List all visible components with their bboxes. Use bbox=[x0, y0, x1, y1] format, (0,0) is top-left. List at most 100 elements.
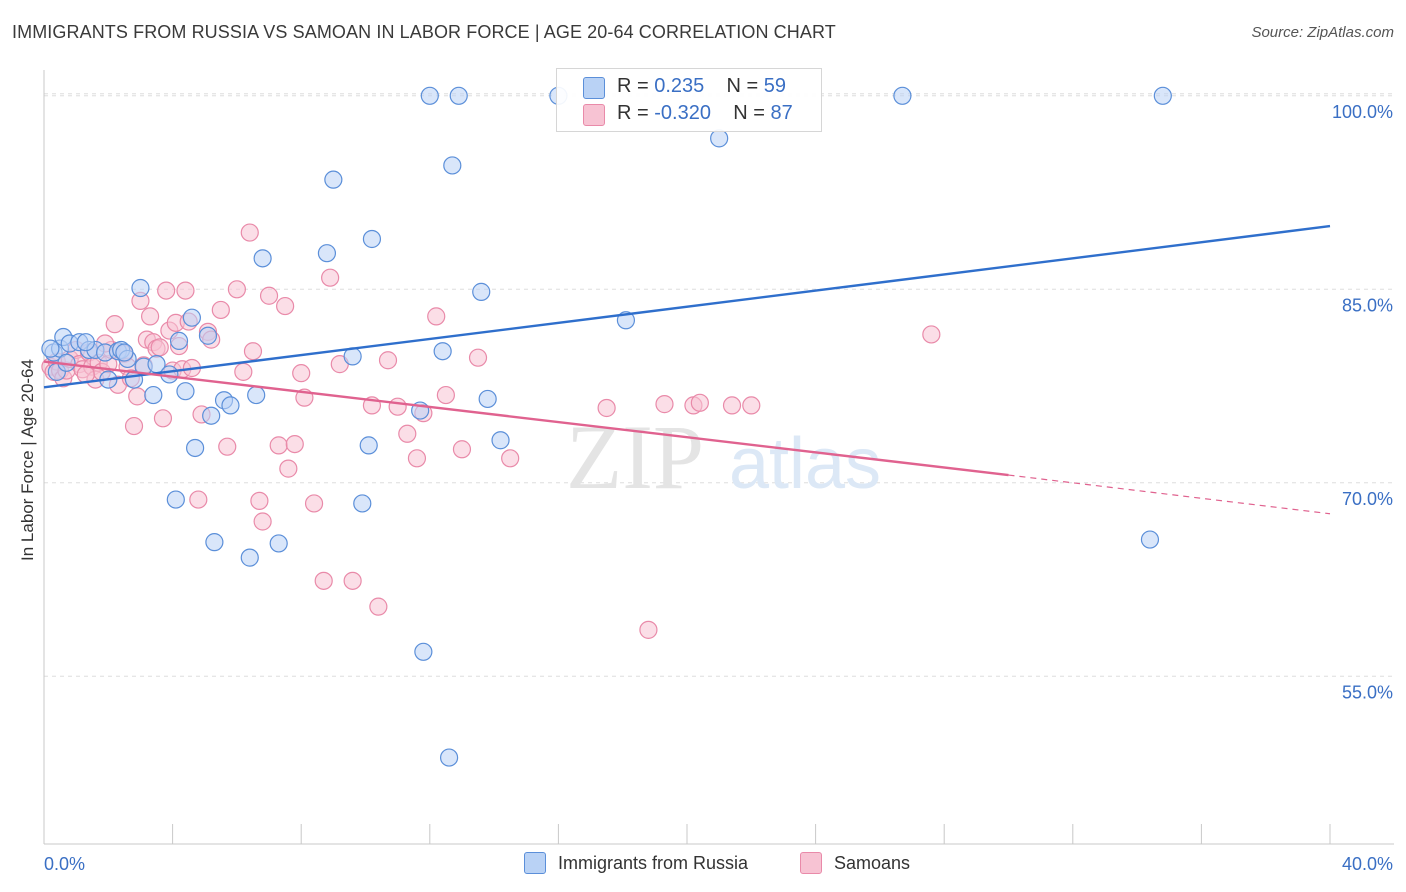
samoans-point bbox=[105, 315, 124, 334]
russia-point bbox=[893, 86, 912, 105]
russia-point bbox=[144, 385, 163, 405]
russia-point bbox=[198, 326, 218, 345]
samoans-point bbox=[150, 338, 169, 357]
russia-point bbox=[169, 331, 189, 350]
chart-title: IMMIGRANTS FROM RUSSIA VS SAMOAN IN LABO… bbox=[12, 22, 836, 42]
russia-point bbox=[478, 389, 497, 409]
legend-n-label: N = bbox=[733, 102, 765, 124]
samoans-point bbox=[153, 409, 173, 428]
samoans-point bbox=[234, 362, 253, 381]
legend-swatch-samoans bbox=[583, 104, 605, 126]
source-label: Source: ZipAtlas.com bbox=[1251, 24, 1394, 41]
samoans-point bbox=[922, 325, 941, 344]
samoans-point bbox=[259, 286, 279, 305]
russia-point bbox=[362, 229, 382, 249]
bottom-legend-russia: Immigrants from Russia bbox=[524, 852, 748, 874]
russia-point bbox=[491, 431, 510, 450]
russia-point bbox=[240, 548, 259, 567]
samoans-point bbox=[690, 393, 709, 412]
russia-point bbox=[247, 385, 266, 405]
samoans-point bbox=[314, 571, 333, 590]
samoans-point bbox=[452, 440, 472, 459]
samoans-point bbox=[407, 449, 427, 468]
samoans-point bbox=[468, 348, 488, 367]
samoans-point bbox=[343, 571, 362, 590]
samoans-point bbox=[157, 281, 176, 300]
russia-point bbox=[221, 396, 240, 415]
samoans-point bbox=[243, 342, 263, 361]
russia-point bbox=[414, 642, 433, 661]
russia-trend-line bbox=[43, 224, 1331, 389]
bottom-legend-label-samoans: Samoans bbox=[834, 852, 911, 873]
x-tick-label-max: 40.0% bbox=[1342, 854, 1393, 874]
bottom-legend-swatch-russia bbox=[524, 852, 546, 874]
y-tick-label: 55.0% bbox=[1342, 682, 1393, 702]
watermark-zip: ZIP bbox=[566, 406, 704, 508]
russia-point bbox=[202, 406, 221, 425]
russia-point bbox=[205, 533, 224, 552]
samoans-point bbox=[639, 620, 658, 639]
x-tick-label-min: 0.0% bbox=[44, 854, 85, 874]
samoans-point bbox=[253, 512, 272, 531]
russia-point bbox=[317, 244, 337, 263]
samoans-point bbox=[227, 280, 246, 299]
samoans-point bbox=[279, 459, 298, 478]
watermark: ZIP atlas bbox=[566, 406, 881, 508]
legend-n-value: 87 bbox=[770, 102, 793, 124]
samoans-point bbox=[501, 449, 520, 468]
samoans-point bbox=[436, 385, 455, 405]
axis-layer bbox=[43, 70, 1394, 845]
bottom-legend-samoans: Samoans bbox=[800, 852, 910, 874]
legend-r-value: -0.320 bbox=[654, 102, 711, 124]
legend-n-label: N = bbox=[726, 75, 759, 97]
samoans-point bbox=[285, 435, 304, 454]
russia-point bbox=[420, 86, 439, 105]
samoans-point bbox=[304, 494, 324, 513]
samoans-point bbox=[655, 395, 674, 414]
legend-r-value: 0.235 bbox=[654, 75, 705, 97]
bottom-legend-swatch-samoans bbox=[800, 852, 822, 874]
samoans-trend-line bbox=[43, 360, 1009, 477]
samoans-point bbox=[140, 307, 160, 326]
russia-point bbox=[472, 282, 491, 301]
russia-point bbox=[1153, 86, 1172, 105]
russia-point bbox=[176, 382, 195, 401]
russia-point bbox=[433, 342, 452, 361]
samoans-point bbox=[388, 397, 407, 416]
samoans-point bbox=[211, 300, 230, 320]
russia-point bbox=[41, 339, 60, 358]
russia-point bbox=[449, 86, 468, 105]
russia-point bbox=[443, 156, 462, 175]
samoans-point bbox=[369, 597, 388, 616]
samoans-point bbox=[269, 436, 288, 455]
russia-point bbox=[131, 278, 150, 298]
y-tick-label: 70.0% bbox=[1342, 489, 1393, 509]
correlation-legend: R = 0.235 N = 59 R = -0.320 N = 87 bbox=[556, 68, 822, 132]
samoans-point bbox=[250, 491, 269, 510]
legend-r-label: R = bbox=[617, 102, 649, 124]
russia-point bbox=[182, 308, 201, 327]
russia-point bbox=[439, 748, 459, 767]
samoans-point bbox=[276, 296, 295, 316]
samoans-point bbox=[378, 351, 398, 370]
samoans-point bbox=[398, 424, 417, 443]
tick-labels: 55.0% 70.0% 85.0% 100.0% 0.0% 40.0% bbox=[44, 102, 1393, 874]
russia-point bbox=[76, 333, 95, 352]
samoans-point bbox=[124, 416, 144, 436]
samoans-point bbox=[189, 490, 208, 509]
russia-point bbox=[269, 534, 288, 553]
russia-point bbox=[359, 436, 378, 455]
samoans-point bbox=[128, 387, 147, 406]
samoans-point bbox=[742, 396, 761, 415]
russia-point bbox=[353, 494, 372, 513]
samoans-point bbox=[722, 396, 742, 415]
legend-r-label: R = bbox=[617, 75, 649, 97]
samoans-point bbox=[218, 437, 237, 456]
samoans-point bbox=[176, 281, 195, 300]
russia-point bbox=[1140, 530, 1160, 549]
legend-n-value: 59 bbox=[763, 75, 787, 97]
watermark-atlas: atlas bbox=[729, 424, 881, 504]
legend-swatch-russia bbox=[583, 77, 605, 99]
bottom-legend-label-russia: Immigrants from Russia bbox=[558, 852, 749, 873]
